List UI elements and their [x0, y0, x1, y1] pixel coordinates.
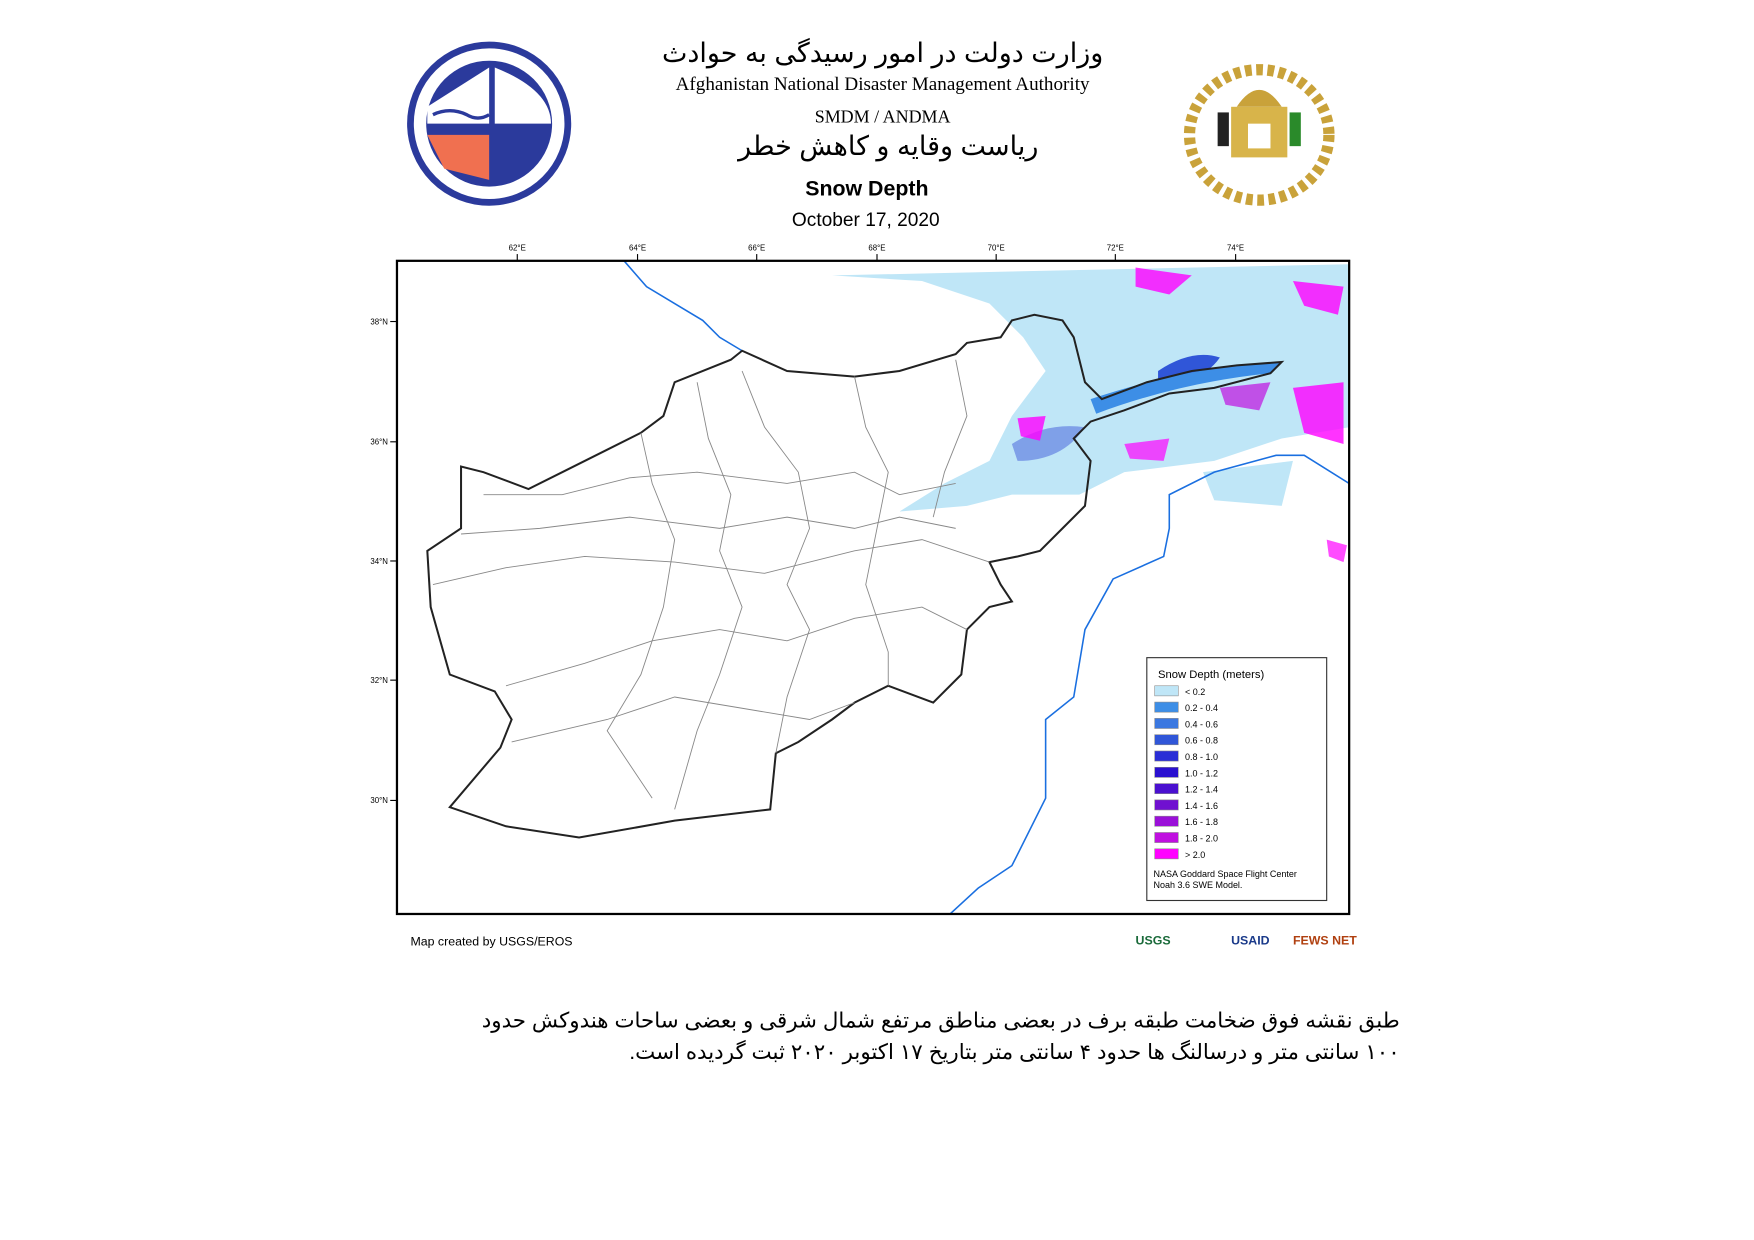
partner-logo: FEWS NET [1293, 933, 1357, 947]
partner-logo: USAID [1231, 933, 1270, 947]
legend-label: 0.8 - 1.0 [1185, 752, 1218, 762]
unit-en: SMDM / ANDMA [815, 107, 951, 127]
lon-tick-label: 62°E [509, 244, 526, 253]
partner-logo: USGS [1136, 933, 1171, 947]
legend-label: 1.4 - 1.6 [1185, 801, 1218, 811]
lon-tick-label: 70°E [988, 244, 1005, 253]
legend-swatch [1154, 734, 1179, 746]
lat-tick-label: 30°N [370, 796, 388, 805]
legend-label: 1.6 - 1.8 [1185, 817, 1218, 827]
legend-swatch [1154, 783, 1179, 794]
legend-swatch [1154, 750, 1179, 762]
province-lines [432, 359, 990, 810]
country-outline [426, 313, 1285, 839]
footer-line: ۱۰۰ سانتی متر و درسالنگ ها حدود ۴ سانتی … [629, 1039, 1400, 1064]
ministry-en: Afghanistan National Disaster Management… [676, 74, 1090, 95]
legend-label: > 2.0 [1185, 850, 1205, 860]
logo-text: ANDMA [499, 108, 541, 120]
legend-label: 1.2 - 1.4 [1185, 785, 1218, 795]
legend-swatch [1154, 832, 1179, 843]
legend-source: NASA Goddard Space Flight Center [1154, 869, 1297, 879]
legend-label: 0.6 - 0.8 [1185, 736, 1218, 746]
legend-swatch [1154, 815, 1179, 827]
legend-swatch [1154, 685, 1179, 697]
lat-tick-label: 34°N [370, 557, 388, 566]
lon-tick-label: 68°E [868, 244, 885, 253]
lat-tick-label: 36°N [370, 438, 388, 447]
legend-title: Snow Depth (meters) [1158, 669, 1264, 681]
footer-line: طبق نقشه فوق ضخامت طبقه برف در بعضی مناط… [482, 1009, 1400, 1033]
lat-tick-label: 38°N [370, 317, 388, 326]
lat-tick-label: 32°N [370, 676, 388, 685]
legend-source: Noah 3.6 SWE Model. [1154, 880, 1243, 890]
map-credit: Map created by USGS/EROS [410, 934, 572, 948]
map-date: October 17, 2020 [792, 210, 940, 231]
legend-swatch [1154, 766, 1179, 778]
map-title: Snow Depth [805, 177, 928, 201]
legend-swatch [1154, 799, 1179, 811]
national-emblem [1183, 64, 1335, 206]
legend-swatch [1154, 718, 1179, 729]
legend-label: < 0.2 [1185, 687, 1205, 697]
lon-tick-label: 74°E [1227, 244, 1244, 253]
partner-logos: USGS USAID FEWS NET [1136, 933, 1358, 947]
lon-tick-label: 64°E [629, 244, 646, 253]
map: Snow Depth (meters) < 0.2 0.2 - 0.4 0.4 - … [370, 244, 1351, 916]
legend-label: 0.2 - 0.4 [1185, 703, 1218, 713]
unit-fa: ریاست وقایه و کاهش خطر [736, 131, 1038, 162]
legend-label: 0.4 - 0.6 [1185, 719, 1218, 729]
lon-tick-label: 66°E [748, 244, 765, 253]
ministry-fa: وزارت دولت در امور رسیدگی به حوادث [662, 37, 1103, 69]
legend: Snow Depth (meters) < 0.2 0.2 - 0.4 0.4 - … [1146, 657, 1328, 902]
legend-swatch [1154, 701, 1179, 713]
legend-swatch [1154, 848, 1179, 860]
lon-tick-label: 72°E [1107, 244, 1124, 253]
map-frame [395, 259, 1351, 916]
andma-logo: ANDMA [407, 41, 572, 206]
legend-label: 1.0 - 1.2 [1185, 768, 1218, 778]
legend-label: 1.8 - 2.0 [1185, 833, 1218, 843]
